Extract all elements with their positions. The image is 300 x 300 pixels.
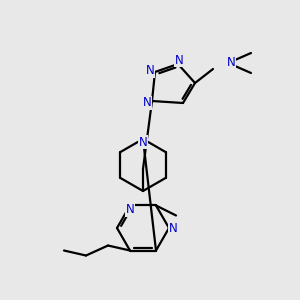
Text: N: N [169, 221, 177, 235]
Text: N: N [226, 56, 236, 70]
Text: N: N [142, 97, 152, 110]
Text: N: N [175, 53, 183, 67]
Text: N: N [139, 136, 147, 148]
Text: N: N [146, 64, 154, 77]
Text: N: N [126, 203, 134, 216]
